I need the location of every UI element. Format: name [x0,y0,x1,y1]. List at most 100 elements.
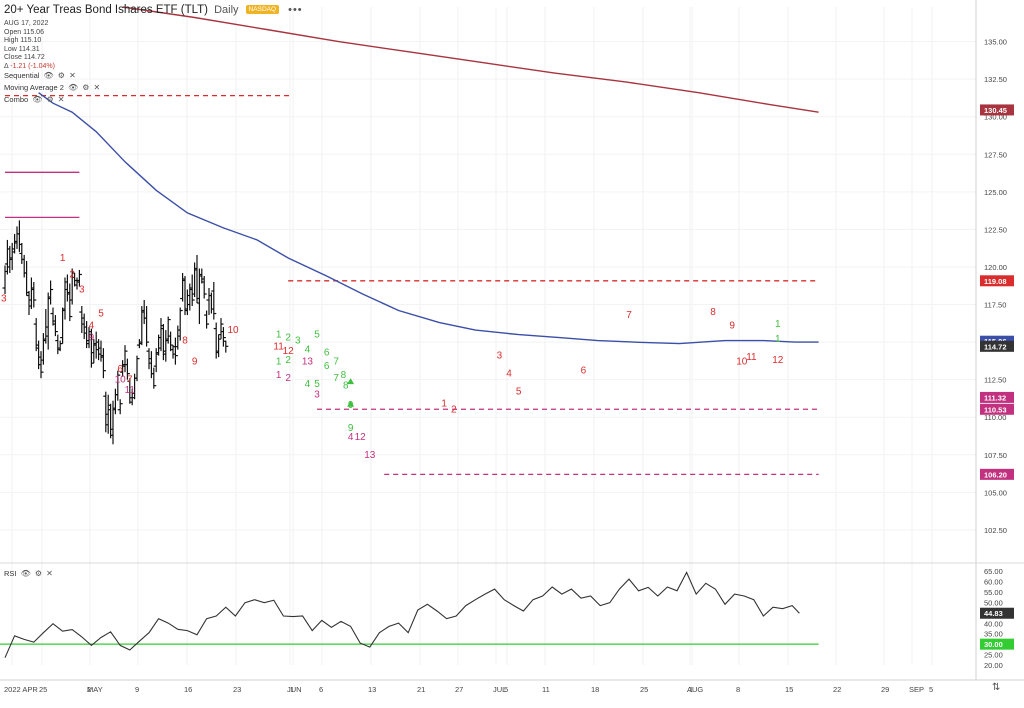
x-tick-label: 6 [319,685,323,694]
sequential-count-label: 6 [324,348,330,359]
sequential-count-label: 4 [89,321,95,332]
interval-label[interactable]: Daily [214,4,239,16]
sequential-count-label: 10 [227,325,239,336]
eye-icon[interactable]: 👁 [43,71,54,80]
rsi-value-tag-bg [980,607,1014,619]
x-tick-label: MAY [87,685,103,694]
rsi-y-tick-label: 35.00 [984,630,1003,639]
price-tag: 114.72 [984,342,1007,351]
ohlc-bar[interactable] [151,367,157,389]
sequential-count-label: 2 [451,405,457,416]
gear-icon[interactable]: ⚙ [57,71,65,80]
sequential-count-label: 7 [333,357,339,368]
sequential-count-label: 1 [276,370,282,381]
gear-icon[interactable]: ⚙ [82,83,90,92]
rsi-value-tag: 44.83 [984,609,1003,618]
ohlc-bar[interactable] [201,275,207,299]
indicator-moving-average[interactable]: Moving Average 2 👁 ⚙ ✕ [4,83,100,92]
ohlc-bar[interactable] [220,327,226,347]
price-tag: 130.45 [984,106,1007,115]
ohlc-bar[interactable] [52,315,58,337]
x-tick-label: 9 [135,685,139,694]
moving-average-long-line [122,6,819,113]
price-tag: 106.20 [984,470,1007,479]
ohlc-bar[interactable] [31,281,37,308]
x-tick-label: 27 [455,685,463,694]
sequential-count-label: 8 [710,307,716,318]
sequential-count-label: 6 [117,364,123,375]
y-tick-label: 105.00 [984,488,1007,497]
exchange-badge: NASDAQ [245,5,280,14]
ohlc-bar[interactable] [134,355,140,382]
ohlc-bar[interactable] [117,399,123,415]
setup-triangle-icon [347,400,355,407]
sequential-count-label: 1 [60,253,66,264]
indicator-sequential[interactable]: Sequential 👁 ⚙ ✕ [4,71,76,80]
rsi-level-tag: 30.00 [984,640,1003,649]
close-icon[interactable]: ✕ [69,71,76,80]
ohlc-bar[interactable] [100,348,106,379]
ohlc-bar[interactable] [165,316,171,344]
sequential-count-label: 8 [343,381,349,392]
rsi-level-tag-bg [980,638,1014,650]
ohlc-bar[interactable] [115,370,121,401]
close-icon[interactable]: ✕ [93,83,101,92]
x-tick-label: 1 [689,685,693,694]
sequential-count-label: 5 [516,387,522,398]
gear-icon[interactable]: ⚙ [34,569,43,578]
close-icon[interactable]: ✕ [57,95,65,104]
indicator-combo[interactable]: Combo 👁 ⚙ ✕ [4,95,65,104]
indicator-moving-average-label: Moving Average 2 [4,83,64,92]
close-label: Close 114.72 [4,54,45,61]
x-tick-label: 29 [881,685,889,694]
price-tag-bg [980,468,1014,480]
sequential-count-label: 1 [775,334,781,345]
ohlc-bar[interactable] [144,306,150,347]
sequential-count-label: 3 [295,336,301,347]
ohlc-bar[interactable] [172,337,178,365]
ohlc-bar[interactable] [204,310,210,329]
sequential-count-label: 13 [302,357,314,368]
rsi-y-tick-label: 25.00 [984,651,1003,660]
ohlc-bar[interactable] [48,280,54,305]
close-icon[interactable]: ✕ [46,569,53,578]
x-tick-label: SEP [909,685,924,694]
ohlc-bar[interactable] [223,340,229,353]
rsi-header[interactable]: RSI 👁 ⚙ ✕ [4,569,53,578]
eye-icon[interactable]: 👁 [32,95,43,104]
x-tick-label: AUG [687,685,703,694]
gear-icon[interactable]: ⚙ [46,95,54,104]
sequential-count-label: 1 [441,399,447,410]
ohlc-bar[interactable] [218,318,224,340]
ohlc-bar[interactable] [38,351,44,379]
ohlc-bar[interactable] [76,269,82,287]
symbol-title[interactable]: 20+ Year Treas Bond Ishares ETF (TLT) [4,4,209,16]
sequential-count-label: 9 [192,357,198,368]
x-tick-label: 15 [785,685,793,694]
axis-settings-icon: ⇅ [992,682,1000,693]
x-tick-label: 18 [591,685,599,694]
more-menu-icon[interactable]: ••• [288,4,303,16]
y-tick-label: 120.00 [984,263,1007,272]
rsi-y-tick-label: 50.00 [984,598,1003,607]
eye-icon[interactable]: 👁 [20,569,31,578]
ohlc-bar[interactable] [124,358,130,380]
ohlc-bar[interactable] [189,274,195,307]
setup-triangle-icon [347,378,355,385]
ohlc-bar[interactable] [177,307,183,341]
ohlc-bar[interactable] [211,281,217,320]
sequential-count-label: 5 [98,309,104,320]
x-tick-label: 16 [184,685,192,694]
eye-icon[interactable]: 👁 [68,83,79,92]
sequential-count-label: 10 [115,375,127,386]
ohlc-bar[interactable] [67,283,73,322]
sequential-count-label: 6 [581,366,587,377]
indicator-combo-label: Combo [4,95,29,104]
sequential-count-label: 1 [276,357,282,368]
sequential-count-label: 5 [314,379,320,390]
low-label: Low 114.31 [4,45,40,53]
ohlc-bar[interactable] [122,345,128,373]
x-tick-label: 22 [833,685,841,694]
open-label: Open 115.06 [4,28,44,36]
